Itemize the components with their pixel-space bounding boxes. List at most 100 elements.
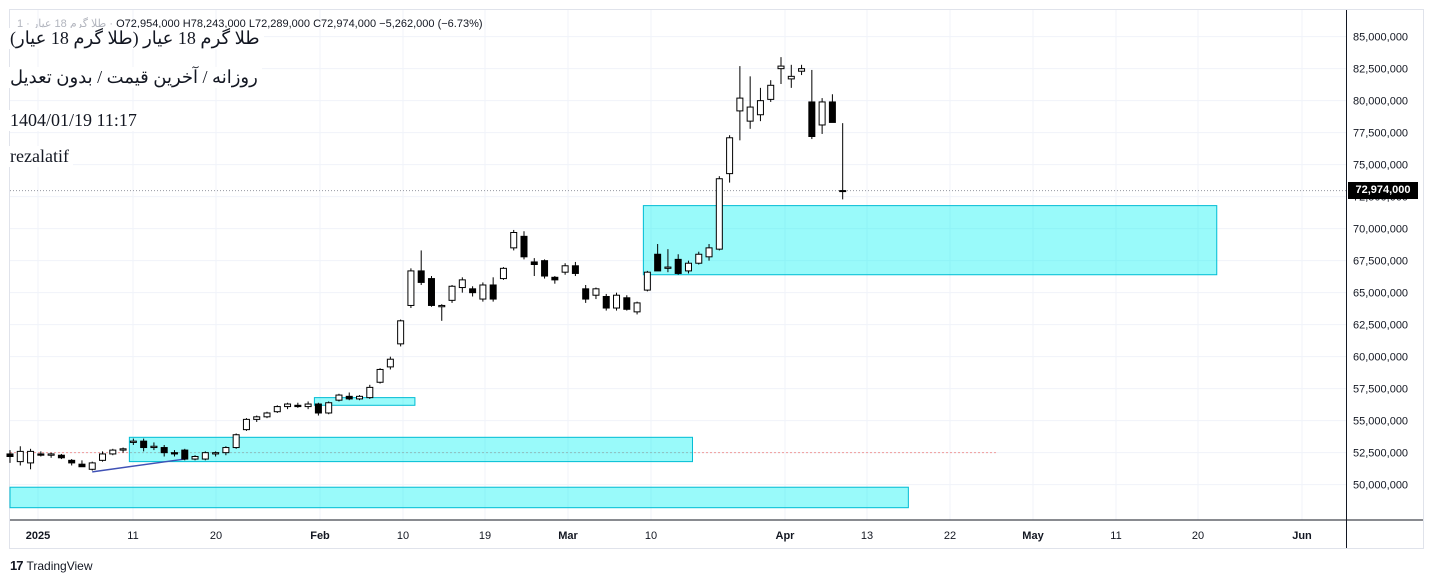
candle-body — [469, 288, 477, 294]
candle-body — [304, 403, 312, 408]
candle-body — [325, 402, 333, 414]
x-tick-label: 10 — [645, 530, 657, 542]
candle-body — [201, 452, 209, 460]
candle-body — [613, 294, 621, 309]
candle-body — [314, 403, 322, 414]
candle-body — [6, 453, 14, 458]
zone-rectangle — [128, 436, 693, 463]
y-tick-label: 57,500,000 — [1353, 384, 1408, 396]
y-tick-label: 50,000,000 — [1353, 480, 1408, 492]
candle-body — [376, 368, 384, 383]
candle-body — [88, 462, 96, 470]
candle-body — [294, 404, 302, 408]
x-tick-label: Apr — [776, 530, 796, 542]
x-tick-label: 20 — [210, 530, 222, 542]
candle-body — [828, 101, 836, 123]
y-tick-label: 55,000,000 — [1353, 416, 1408, 428]
candle-body — [767, 84, 775, 100]
candle-body — [592, 288, 600, 296]
brand-text: TradingView — [26, 558, 93, 573]
candle-body — [715, 178, 723, 250]
y-tick-label: 62,500,000 — [1353, 320, 1408, 332]
candle-body — [212, 452, 220, 455]
candle-body — [335, 394, 343, 401]
candle-body — [57, 454, 65, 459]
high-value: H78,243,000 — [182, 18, 246, 30]
candle-body — [438, 304, 446, 308]
y-tick-label: 80,000,000 — [1353, 96, 1408, 108]
candle-body — [140, 440, 148, 449]
candle-body — [808, 101, 816, 138]
candle-body — [582, 288, 590, 300]
candle-body — [654, 253, 662, 272]
footer-brand[interactable]: 17 TradingView — [10, 558, 93, 573]
x-tick-label: Mar — [558, 530, 578, 542]
y-tick-label: 65,000,000 — [1353, 288, 1408, 300]
candle-body — [448, 285, 456, 301]
x-tick-label: Feb — [310, 530, 330, 542]
x-tick-label: 2025 — [26, 530, 50, 542]
candle-body — [633, 302, 641, 313]
candle-body — [541, 260, 549, 277]
candle-body — [695, 253, 703, 264]
candle-body — [222, 447, 230, 454]
x-tick-label: 11 — [127, 530, 138, 542]
tradingview-logo-icon: 17 — [10, 558, 24, 573]
y-tick-label: 70,000,000 — [1353, 224, 1408, 236]
y-tick-label: 82,500,000 — [1353, 64, 1408, 76]
x-tick-label: 22 — [944, 530, 956, 542]
candle-body — [109, 449, 117, 455]
candle-body — [99, 453, 107, 461]
candle-body — [561, 265, 569, 273]
candle-body — [253, 416, 261, 420]
candle-body — [551, 276, 559, 281]
change-value: −5,262,000 (−6.73%) — [379, 18, 483, 30]
candle-body — [499, 267, 507, 280]
y-tick-label: 85,000,000 — [1353, 32, 1408, 44]
candle-body — [284, 403, 292, 408]
candle-body — [674, 258, 682, 274]
candle-body — [736, 97, 744, 112]
chart-overlay-title: (طلا گرم 18 عیار (طلا گرم 18 عیار — [6, 28, 264, 49]
x-tick-label: May — [1022, 530, 1044, 542]
candle-body — [129, 440, 137, 443]
ohlc-legend: طلا گرم 18 عيار · 1 · O72,954,000 H78,24… — [17, 17, 483, 30]
chart-overlay-datetime: 1404/01/19 11:17 — [6, 110, 141, 131]
y-tick-label: 67,500,000 — [1353, 256, 1408, 268]
chart-overlay-author: rezalatif — [6, 146, 73, 167]
candle-body — [787, 75, 795, 80]
candle-body — [150, 445, 158, 449]
candle-body — [530, 261, 538, 266]
y-tick-label: 60,000,000 — [1353, 352, 1408, 364]
candle-body — [397, 320, 405, 345]
candle-body — [756, 100, 764, 116]
x-tick-label: 20 — [1192, 530, 1204, 542]
candle-body — [191, 456, 199, 460]
candle-body — [119, 448, 127, 451]
candle-body — [356, 395, 364, 400]
candle-body — [746, 106, 754, 122]
candle-body — [489, 284, 497, 300]
candle-body — [181, 449, 189, 460]
candle-body — [68, 459, 76, 464]
candle-body — [479, 284, 487, 300]
candle-body — [386, 358, 394, 368]
y-tick-label: 77,500,000 — [1353, 128, 1408, 140]
candle-body — [407, 270, 415, 306]
candle-body — [232, 434, 240, 449]
candle-body — [37, 453, 45, 456]
x-tick-label: 10 — [397, 530, 409, 542]
candle-body — [16, 450, 24, 463]
y-tick-label: 75,000,000 — [1353, 160, 1408, 172]
x-tick-label: Jun — [1292, 530, 1312, 542]
candle-body — [602, 296, 610, 309]
last-price-label: 72,974,000 — [1348, 182, 1418, 200]
chart-overlay-subtitle: روزانه / آخرین قیمت / بدون تعدیل — [6, 67, 262, 88]
low-value: L72,289,000 — [248, 18, 311, 30]
candle-body — [242, 418, 250, 431]
close-value: C72,974,000 — [313, 18, 377, 30]
candle-body — [839, 190, 847, 193]
candle-body — [170, 452, 178, 455]
candle-body — [78, 463, 86, 468]
